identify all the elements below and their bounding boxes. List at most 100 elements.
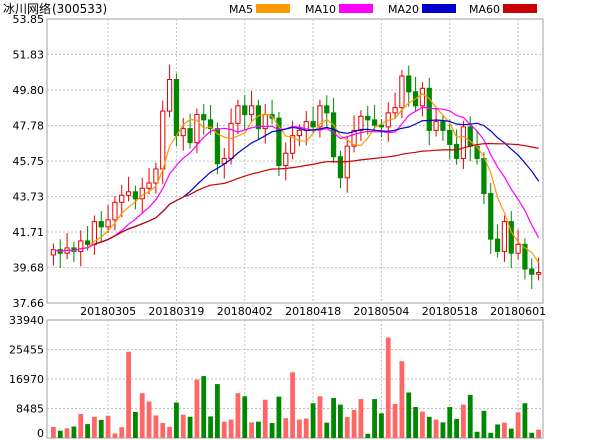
volume-tick-label: 16970 — [9, 373, 44, 386]
volume-bar — [112, 433, 118, 438]
volume-panel: 33940 25455 16970 8485 0 — [9, 314, 544, 440]
ma5-line — [53, 93, 540, 264]
candle-down — [529, 268, 535, 275]
candle-down — [201, 114, 207, 121]
candle-up — [535, 271, 542, 275]
volume-bar — [64, 428, 70, 438]
volume-bar — [180, 414, 186, 438]
volume-bar — [379, 413, 384, 438]
volume-bar — [488, 432, 494, 438]
volume-bar — [235, 393, 241, 438]
volume-bar — [351, 409, 357, 438]
legend-ma5-swatch — [256, 4, 290, 13]
volume-bar — [98, 419, 104, 438]
candle-down — [440, 121, 446, 131]
legend-ma10-label: MA10 — [305, 3, 336, 16]
volume-bar — [508, 428, 514, 438]
volume-bar — [126, 351, 131, 438]
volume-bar — [385, 337, 391, 438]
candle-up — [153, 168, 159, 184]
candle-down — [522, 243, 528, 270]
price-axis-labels: 53.85 51.83 49.80 47.78 45.75 43.73 41.71 39.68… — [13, 13, 45, 310]
volume-bar — [420, 411, 425, 438]
volume-bar — [317, 396, 323, 438]
volume-grid — [47, 320, 543, 438]
volume-bar — [57, 430, 63, 438]
volume-bar — [358, 399, 364, 438]
volume-tick-label: 25455 — [9, 344, 44, 357]
legend-ma20-swatch — [422, 4, 456, 13]
candle-down — [207, 119, 214, 130]
candle-down — [508, 221, 514, 254]
date-axis-labels: 20180305 20180319 20180402 20180418 20180504… — [80, 305, 546, 318]
volume-bar — [297, 419, 302, 438]
stock-title: 冰川网络 — [3, 1, 51, 16]
price-tick-label: 49.80 — [13, 84, 45, 97]
price-tick-label: 37.66 — [13, 297, 45, 310]
volume-bar — [406, 392, 412, 438]
candle-up — [105, 219, 111, 228]
volume-bar — [338, 404, 343, 438]
candle-down — [447, 129, 453, 145]
candle-up — [296, 129, 303, 137]
stock-code: (300533) — [52, 2, 107, 16]
price-panel: 53.85 51.83 49.80 47.78 45.75 43.73 41.71 39.68… — [13, 13, 547, 318]
candle-up — [180, 128, 186, 137]
volume-bar — [324, 422, 330, 438]
candle-down — [84, 240, 91, 245]
volume-bar — [303, 418, 309, 438]
volume-bar — [522, 403, 528, 438]
volume-bar — [215, 384, 220, 438]
volume-bar — [310, 403, 316, 438]
volume-bar — [167, 426, 172, 438]
volume-bar — [461, 404, 466, 438]
volume-bar — [228, 419, 234, 438]
candle-down — [371, 119, 378, 126]
price-tick-label: 51.83 — [13, 48, 45, 61]
candle-down — [494, 238, 501, 252]
volume-bars — [51, 337, 541, 438]
candle-down — [467, 126, 473, 147]
volume-bar — [536, 429, 541, 438]
volume-bar — [474, 431, 480, 438]
candle-up — [419, 87, 426, 107]
volume-bar — [331, 398, 336, 438]
volume-bar — [440, 422, 446, 438]
candle-up — [515, 243, 521, 254]
candle-up — [399, 75, 405, 109]
candle-up — [160, 110, 166, 170]
candle-down — [330, 112, 337, 158]
candle-up — [194, 114, 200, 144]
volume-bar — [153, 415, 159, 438]
volume-bar — [262, 399, 268, 438]
candle-down — [365, 115, 371, 121]
volume-bar — [78, 414, 84, 438]
candle-up — [501, 221, 508, 252]
volume-bar — [467, 394, 473, 438]
volume-tick-label: 33940 — [9, 314, 44, 327]
volume-bar — [146, 401, 152, 438]
candle-down — [276, 117, 282, 166]
volume-bar — [221, 421, 227, 438]
legend: MA5 MA10 MA20 MA60 — [229, 3, 537, 16]
candle-up — [433, 121, 439, 131]
volume-bar — [174, 402, 179, 438]
volume-bar — [249, 422, 254, 438]
volume-bar — [447, 407, 453, 438]
volume-bar — [105, 415, 111, 438]
candle-down — [324, 105, 330, 114]
candle-down — [132, 191, 139, 200]
volume-bar — [372, 399, 377, 438]
volume-bar — [495, 424, 500, 438]
ma10-line — [53, 106, 540, 253]
volume-bar — [139, 393, 145, 438]
volume-bar — [399, 361, 405, 438]
volume-tick-label: 0 — [37, 427, 44, 440]
volume-bar — [208, 416, 213, 438]
moving-average-lines — [53, 93, 540, 264]
candle-up — [112, 201, 118, 221]
volume-bar — [454, 418, 459, 438]
date-tick-label: 20180504 — [353, 305, 409, 318]
